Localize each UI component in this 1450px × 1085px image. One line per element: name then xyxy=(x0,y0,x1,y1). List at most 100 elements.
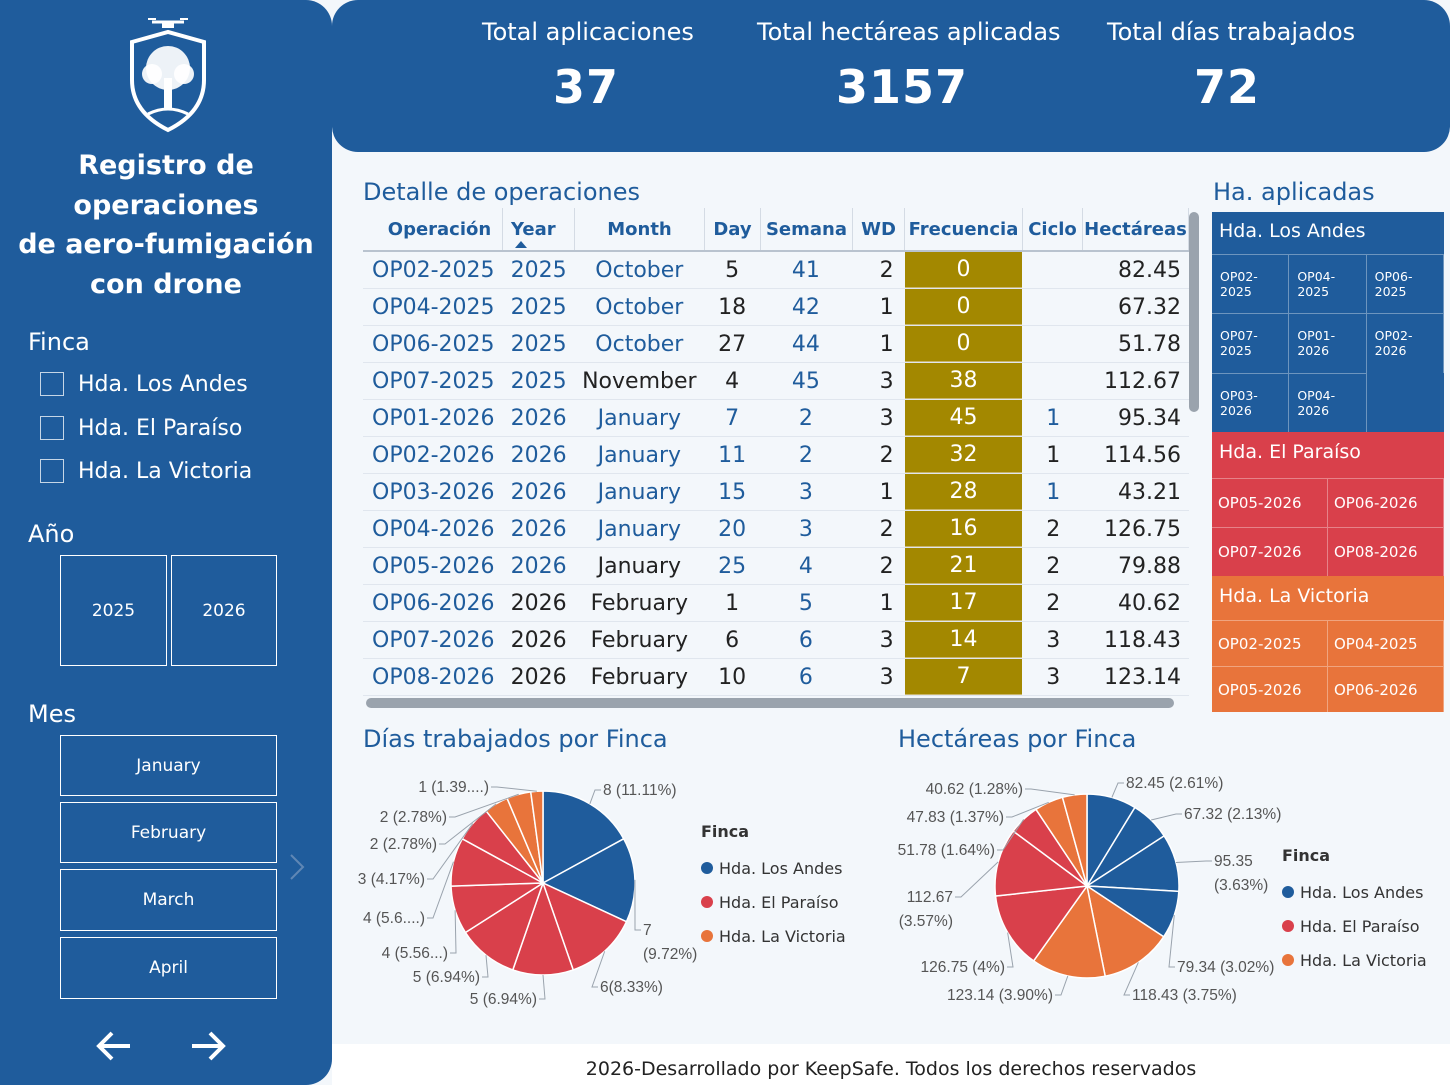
pie-data-label: 6(8.33%) xyxy=(600,979,663,996)
table-row[interactable]: OP04-2025 2025 October 18 42 1 0 67.32 xyxy=(363,289,1189,326)
cell-wd: 1 xyxy=(879,590,894,616)
table-row[interactable]: OP08-2026 2026 February 10 6 3 7 3 123.14 xyxy=(363,659,1189,696)
finca-option-el-paraiso[interactable]: Hda. El Paraíso xyxy=(40,413,242,443)
treemap-cell[interactable]: OP02-2025 xyxy=(1212,254,1290,314)
cell-year: 2026 xyxy=(510,590,567,616)
arrow-left-icon[interactable] xyxy=(94,1026,134,1066)
table-row[interactable]: OP07-2026 2026 February 6 6 3 14 3 118.43 xyxy=(363,622,1189,659)
treemap-group[interactable]: Hda. El Paraíso OP05-2026 OP06-2026 OP07-20… xyxy=(1212,432,1444,576)
horizontal-scrollbar[interactable] xyxy=(366,698,1174,708)
cell-semana: 45 xyxy=(791,368,820,394)
cell-ciclo: 2 xyxy=(1046,553,1061,579)
month-tile-march[interactable]: March xyxy=(60,869,277,931)
header-month[interactable]: Month xyxy=(575,208,705,250)
treemap-cell[interactable]: OP06-2026 xyxy=(1328,478,1444,527)
table-row[interactable]: OP05-2026 2026 January 25 4 2 21 2 79.88 xyxy=(363,548,1189,585)
pie-slice[interactable] xyxy=(994,830,1089,897)
header-hectareas[interactable]: Hectáreas xyxy=(1083,208,1189,250)
cell-operacion: OP04-2025 xyxy=(372,294,495,320)
treemap-group[interactable]: Hda. La Victoria OP02-2025 OP04-2025 OP05-2… xyxy=(1212,576,1444,712)
cell-frecuencia: 0 xyxy=(904,326,1023,362)
treemap-cell[interactable]: OP03-2026 xyxy=(1212,372,1290,432)
legend-item-los-andes[interactable]: Hda. Los Andes xyxy=(1282,875,1427,909)
cell-day: 15 xyxy=(718,479,747,505)
table-row[interactable]: OP02-2026 2026 January 11 2 2 32 1 114.56 xyxy=(363,437,1189,474)
header-frecuencia[interactable]: Frecuencia xyxy=(905,208,1023,250)
cell-year: 2025 xyxy=(510,294,567,320)
chevron-right-icon[interactable] xyxy=(288,852,306,882)
header-operacion[interactable]: Operación xyxy=(363,208,503,250)
month-tile-january[interactable]: January xyxy=(60,735,277,796)
header-semana[interactable]: Semana xyxy=(761,208,853,250)
table-row[interactable]: OP04-2026 2026 January 20 3 2 16 2 126.75 xyxy=(363,511,1189,548)
logo-icon xyxy=(130,18,206,133)
pie-leader-line xyxy=(482,955,489,978)
cell-wd: 1 xyxy=(879,331,894,357)
treemap-cell[interactable]: OP07-2025 xyxy=(1212,313,1290,373)
treemap-cell[interactable]: OP06-2025 xyxy=(1366,254,1444,314)
treemap-cell[interactable]: OP05-2026 xyxy=(1212,478,1328,527)
treemap-cell[interactable]: OP06-2026 xyxy=(1328,666,1444,712)
year-tile-2026[interactable]: 2026 xyxy=(171,555,277,666)
table-row[interactable]: OP03-2026 2026 January 15 3 1 28 1 43.21 xyxy=(363,474,1189,511)
vertical-scrollbar[interactable] xyxy=(1189,212,1199,412)
cell-year: 2026 xyxy=(510,516,567,542)
treemap-group-label: Hda. El Paraíso xyxy=(1219,441,1361,463)
cell-frecuencia: 14 xyxy=(904,622,1023,658)
cell-day: 11 xyxy=(718,442,747,468)
header-year[interactable]: Year xyxy=(503,208,575,250)
cell-hectareas: 123.14 xyxy=(1103,664,1181,690)
table-row[interactable]: OP06-2025 2025 October 27 44 1 0 51.78 xyxy=(363,326,1189,363)
pie-data-label: 118.43 (3.75%) xyxy=(1132,987,1237,1004)
header-day[interactable]: Day xyxy=(705,208,761,250)
cell-ciclo xyxy=(1023,289,1083,325)
pie-leader-line xyxy=(634,879,641,931)
treemap-cell[interactable]: OP02-2025 xyxy=(1212,620,1328,666)
cell-month: October xyxy=(595,294,684,320)
table-row[interactable]: OP07-2025 2025 November 4 45 3 38 112.67 xyxy=(363,363,1189,400)
month-tile-february[interactable]: February xyxy=(60,802,277,863)
legend-title: Finca xyxy=(1282,846,1331,865)
app-title: Registro de operaciones de aero-fumigaci… xyxy=(18,150,314,300)
table-row[interactable]: OP02-2025 2025 October 5 41 2 0 82.45 xyxy=(363,252,1189,289)
treemap-cell[interactable]: OP05-2026 xyxy=(1212,666,1328,712)
treemap-cell[interactable]: OP07-2026 xyxy=(1212,527,1328,576)
header-year-label: Year xyxy=(511,218,556,240)
kpi-total-hectareas: Total hectáreas aplicadas 3157 xyxy=(757,18,1061,114)
month-tile-april[interactable]: April xyxy=(60,937,277,999)
year-tile-2025[interactable]: 2025 xyxy=(60,555,167,666)
legend-item-la-victoria[interactable]: Hda. La Victoria xyxy=(1282,943,1427,977)
cell-hectareas: 43.21 xyxy=(1117,479,1181,505)
cell-semana: 6 xyxy=(798,664,813,690)
treemap-cell[interactable]: OP08-2026 xyxy=(1328,527,1444,576)
arrow-right-icon[interactable] xyxy=(188,1026,228,1066)
treemap-cell[interactable]: OP01-2026 xyxy=(1289,313,1367,373)
finca-option-la-victoria[interactable]: Hda. La Victoria xyxy=(40,456,252,486)
treemap-group[interactable]: Hda. Los Andes OP02-2025 OP04-2025 OP06-202… xyxy=(1212,212,1444,432)
kpi-label: Total aplicaciones xyxy=(482,18,694,46)
legend-item-el-paraiso[interactable]: Hda. El Paraíso xyxy=(1282,909,1427,943)
treemap-cell[interactable]: OP02-2026 xyxy=(1366,313,1444,373)
treemap-cell[interactable]: OP04-2026 xyxy=(1289,372,1367,432)
cell-year: 2026 xyxy=(510,405,567,431)
legend-item-el-paraiso[interactable]: Hda. El Paraíso xyxy=(701,885,846,919)
table-row[interactable]: OP01-2026 2026 January 7 2 3 45 1 95.34 xyxy=(363,400,1189,437)
header-ciclo[interactable]: Ciclo xyxy=(1023,208,1083,250)
header-wd[interactable]: WD xyxy=(853,208,905,250)
finca-option-los-andes[interactable]: Hda. Los Andes xyxy=(40,369,248,399)
table-row[interactable]: OP06-2026 2026 February 1 5 1 17 2 40.62 xyxy=(363,585,1189,622)
treemap-cell[interactable]: OP04-2025 xyxy=(1289,254,1367,314)
checkbox[interactable] xyxy=(40,459,64,483)
checkbox[interactable] xyxy=(40,416,64,440)
checkbox[interactable] xyxy=(40,372,64,396)
treemap-cell[interactable]: OP04-2025 xyxy=(1328,620,1444,666)
pie-slice[interactable] xyxy=(542,790,625,885)
pie-slice[interactable] xyxy=(529,790,544,884)
legend-item-la-victoria[interactable]: Hda. La Victoria xyxy=(701,919,846,953)
pie-slice[interactable] xyxy=(994,885,1089,962)
pie-slice[interactable] xyxy=(1085,884,1165,978)
legend-item-los-andes[interactable]: Hda. Los Andes xyxy=(701,851,846,885)
pie-leader-line xyxy=(1175,860,1212,863)
pie-data-label: 1 (1.39....) xyxy=(418,779,489,796)
pie-hectareas-chart: 82.45 (2.61%) 67.32 (2.13%) 95.35 (3.63%) 79… xyxy=(898,775,1282,1004)
